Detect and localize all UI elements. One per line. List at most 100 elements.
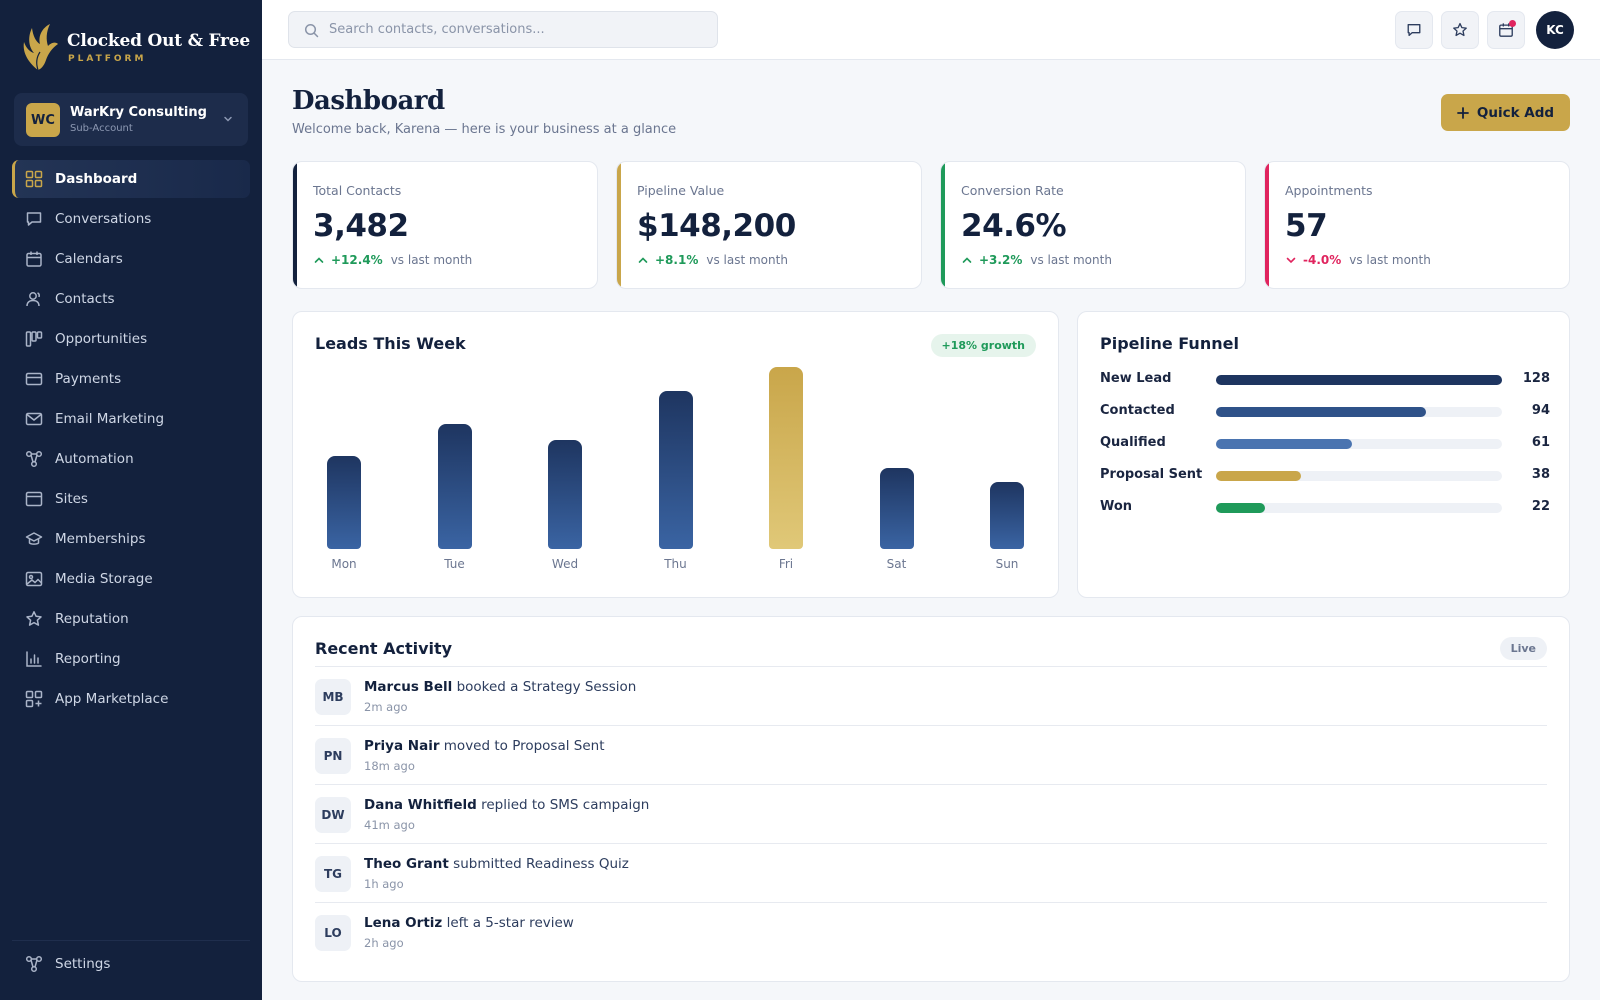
trend-up-icon [962,257,972,263]
sidebar-item-opportunities[interactable]: Opportunities [12,320,250,358]
sidebar-item-label: Calendars [55,251,123,267]
stat-value: 57 [1285,208,1328,244]
funnel-fill [1216,375,1502,385]
sidebar-item-media-storage[interactable]: Media Storage [12,560,250,598]
workflow-icon [25,450,43,468]
stat-note: vs last month [1030,253,1112,267]
stat-label: Appointments [1285,183,1373,198]
sidebar-item-email-marketing[interactable]: Email Marketing [12,400,250,438]
stat-trend: -4.0% vs last month [1285,253,1431,267]
messages-button[interactable] [1395,11,1433,49]
bar-fri[interactable] [769,367,803,549]
x-tick-label: Thu [664,557,687,571]
activity-action: replied to SMS campaign [481,797,650,813]
funnel-row[interactable]: Contacted 94 [1100,401,1550,421]
account-switcher[interactable]: WC WarKry Consulting Sub-Account [14,93,248,146]
plus-icon [1457,106,1469,119]
activity-action: moved to Proposal Sent [443,738,605,754]
stat-accent-bar [293,162,297,288]
search-icon [304,23,319,38]
search-input[interactable] [329,12,709,47]
funnel-stage-count: 94 [1531,403,1550,418]
star-icon [1453,22,1467,37]
funnel-row[interactable]: Won 22 [1100,497,1550,517]
stat-delta: +3.2% [979,253,1023,267]
sidebar-nav: Dashboard Conversations Calendars Contac… [12,160,250,720]
stat-trend: +8.1% vs last month [637,253,788,267]
sidebar-item-calendars[interactable]: Calendars [12,240,250,278]
contacts-icon [26,292,40,307]
sidebar-item-conversations[interactable]: Conversations [12,200,250,238]
trend-down-icon [1286,257,1296,264]
bar-sun[interactable] [990,482,1024,549]
activity-time: 2m ago [364,700,408,714]
sidebar-item-label: Email Marketing [55,411,165,427]
sidebar-item-label: Media Storage [55,571,153,587]
activity-item[interactable]: LO Lena Ortiz left a 5-star review 2h ago [315,902,1547,961]
sidebar-item-label: Conversations [55,211,152,227]
activity-item[interactable]: DW Dana Whitfield replied to SMS campaign… [315,784,1547,843]
sidebar-item-sites[interactable]: Sites [12,480,250,518]
activity-text: Lena Ortiz left a 5-star review [364,915,574,931]
bar-chart-icon [26,651,42,667]
stat-accent-bar [941,162,945,288]
activity-item[interactable]: PN Priya Nair moved to Proposal Sent 18m a… [315,725,1547,784]
sidebar-item-contacts[interactable]: Contacts [12,280,250,318]
stat-card-pipeline-value: Pipeline Value $148,200 +8.1% vs last mo… [616,161,922,289]
activity-item[interactable]: MB Marcus Bell booked a Strategy Session 2… [315,666,1547,725]
sidebar-item-memberships[interactable]: Memberships [12,520,250,558]
user-avatar[interactable]: KC [1536,11,1574,49]
x-tick-label: Sun [995,557,1019,571]
bar-mon[interactable] [327,456,361,549]
sidebar-item-reporting[interactable]: Reporting [12,640,250,678]
activity-time: 18m ago [364,759,415,773]
bar-wed[interactable] [548,440,582,549]
sidebar-item-automation[interactable]: Automation [12,440,250,478]
message-icon [1407,24,1421,36]
favorites-button[interactable] [1441,11,1479,49]
brand[interactable]: Clocked Out & Free PLATFORM [16,20,250,76]
x-tick-label: Tue [444,557,465,571]
activity-avatar: LO [315,915,351,951]
quick-add-button[interactable]: Quick Add [1441,94,1570,131]
sidebar-item-app-marketplace[interactable]: App Marketplace [12,680,250,718]
topbar: KC [262,0,1600,60]
funnel-fill [1216,407,1427,417]
activity-text: Dana Whitfield replied to SMS campaign [364,797,649,813]
live-badge: Live [1499,637,1547,660]
bar-thu[interactable] [658,391,693,549]
activity-item[interactable]: TG Theo Grant submitted Readiness Quiz 1h … [315,843,1547,902]
bar-tue[interactable] [437,424,472,549]
sidebar-item-dashboard[interactable]: Dashboard [12,160,250,198]
funnel-row[interactable]: New Lead 128 [1100,369,1550,389]
sidebar-item-settings[interactable]: Settings [12,945,250,983]
funnel-row[interactable]: Qualified 61 [1100,433,1550,453]
sidebar-item-label: Opportunities [55,331,148,347]
stat-trend: +12.4% vs last month [313,253,472,267]
stat-accent-bar [1265,162,1269,288]
x-tick-label: Sat [886,557,907,571]
sidebar-item-label: Dashboard [55,171,138,187]
activity-text: Marcus Bell booked a Strategy Session [364,679,636,695]
funnel-row[interactable]: Proposal Sent 38 [1100,465,1550,485]
activity-list: MB Marcus Bell booked a Strategy Session 2… [315,666,1547,961]
sidebar-item-label: Contacts [55,291,115,307]
funnel-stage-label: Won [1100,499,1133,514]
funnel-fill [1216,471,1301,481]
bar-sat[interactable] [879,468,914,549]
sidebar-item-label: Reporting [55,651,121,667]
pipeline-funnel-card: Pipeline Funnel New Lead 128 Contacted 94 Qu… [1077,311,1570,598]
notification-dot [1509,20,1516,27]
calendar-icon [1499,23,1513,37]
activity-avatar: DW [315,797,351,833]
account-type: Sub-Account [70,123,133,134]
sidebar-item-payments[interactable]: Payments [12,360,250,398]
funnel-stage-label: Proposal Sent [1100,467,1203,482]
search-box[interactable] [288,11,718,48]
x-tick-label: Wed [551,557,579,571]
activity-title: Recent Activity [315,639,453,658]
sidebar-item-reputation[interactable]: Reputation [12,600,250,638]
funnel-track [1216,439,1502,449]
calendar-button[interactable] [1487,11,1525,49]
sidebar-item-label: Automation [55,451,134,467]
